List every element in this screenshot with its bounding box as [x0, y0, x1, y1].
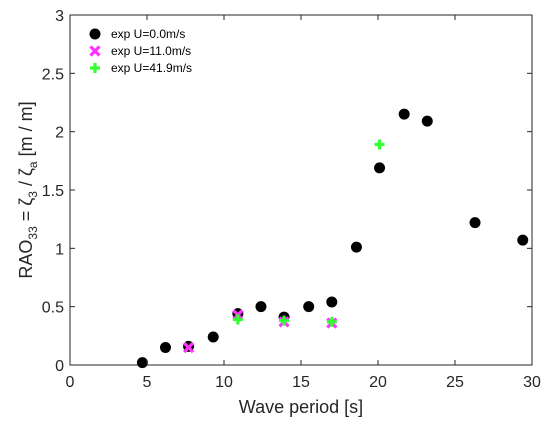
- x-tick-label: 0: [66, 374, 75, 391]
- series-0-point: [421, 115, 433, 127]
- legend-marker-2: [90, 63, 100, 73]
- legend-label-2: exp U=41.9m/s: [111, 61, 192, 75]
- x-axis-ticks: 0 5 10 15 20 25 30: [66, 15, 541, 391]
- x-tick-label: 20: [369, 374, 387, 391]
- series-2-point: [326, 316, 337, 327]
- y-tick-label: 2.5: [42, 66, 64, 83]
- y-tick-label: 3: [55, 8, 64, 25]
- legend-marker-1-stroke: [89, 45, 101, 57]
- series-0-point: [159, 342, 171, 353]
- series-0-point: [350, 241, 362, 253]
- series-1-point: [182, 341, 195, 354]
- series-1-point-stroke: [182, 341, 195, 354]
- series-0-point: [326, 296, 338, 308]
- x-tick-label: 15: [292, 374, 310, 391]
- series-0-point: [517, 234, 529, 246]
- series-0-point: [374, 162, 386, 174]
- legend: exp U=0.0m/s exp U=11.0m/s exp U=41.9m/s: [89, 27, 192, 75]
- series-2-point: [279, 315, 290, 326]
- x-tick-label: 10: [215, 374, 233, 391]
- series-0-point: [207, 331, 219, 343]
- y-label-units: [m / m]: [16, 101, 36, 161]
- series-0-point: [398, 108, 410, 120]
- y-label-eq: = ζ: [16, 198, 36, 227]
- series-2-point: [374, 139, 385, 150]
- y-label-prefix-sub: 33: [26, 226, 40, 240]
- y-axis-label: RAO33 = ζ3 / ζa [m / m]: [16, 101, 40, 278]
- y-label-prefix: RAO: [16, 240, 36, 279]
- x-tick-label: 5: [143, 374, 152, 391]
- series-0-point: [255, 301, 267, 313]
- x-tick-label: 30: [523, 374, 541, 391]
- y-axis-ticks: 0 0.5 1 1.5 2 2.5 3: [42, 8, 532, 375]
- y-label-slash: / ζ: [16, 168, 36, 191]
- series-0-point: [469, 217, 481, 229]
- legend-marker-0: [89, 28, 101, 40]
- legend-label-1: exp U=11.0m/s: [111, 44, 191, 58]
- y-tick-label: 0: [55, 358, 64, 375]
- y-label-a-sub: a: [26, 161, 40, 168]
- series-2-point: [232, 314, 243, 325]
- legend-label-0: exp U=0.0m/s: [111, 27, 185, 41]
- y-tick-label: 2: [55, 125, 64, 142]
- series-0-point: [303, 301, 315, 313]
- data-markers: [136, 108, 529, 369]
- y-tick-label: 0.5: [42, 300, 64, 317]
- series-0-point: [136, 357, 148, 369]
- legend-marker-1: [89, 45, 101, 57]
- y-label-zeta-sub: 3: [26, 191, 40, 198]
- x-tick-label: 25: [446, 374, 464, 391]
- y-tick-label: 1: [55, 241, 64, 258]
- y-tick-label: 1.5: [42, 183, 64, 200]
- plot-area: [69, 14, 533, 366]
- x-axis-label: Wave period [s]: [239, 397, 363, 417]
